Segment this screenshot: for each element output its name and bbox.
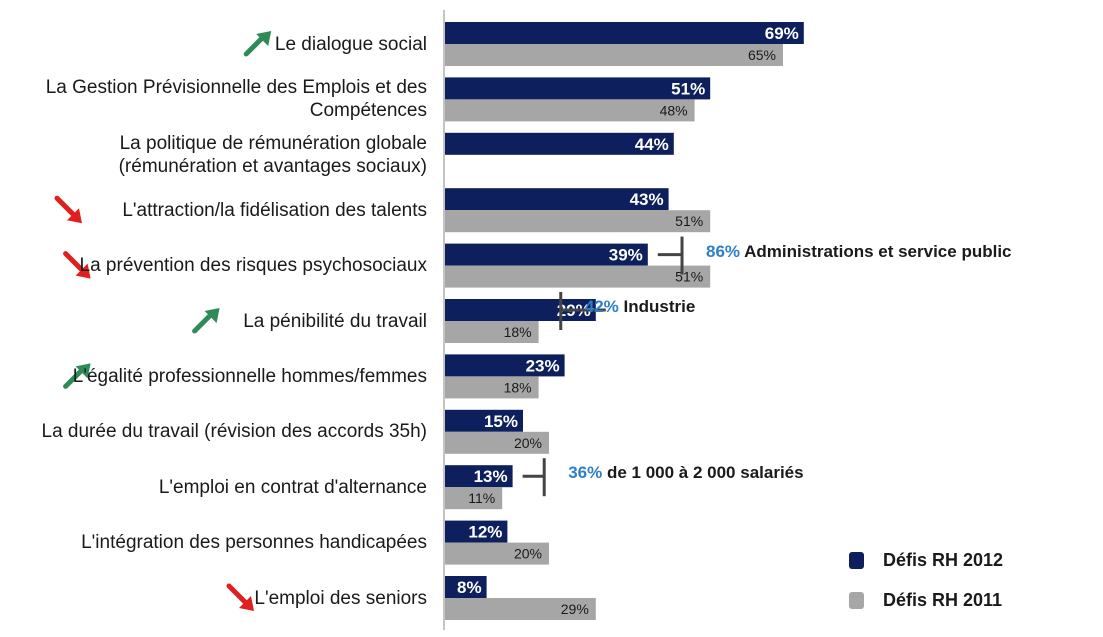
category-label: La Gestion Prévisionnelle des Emplois et… xyxy=(46,76,427,122)
category-label-line: (rémunération et avantages sociaux) xyxy=(118,155,427,177)
legend-label: Défis RH 2012 xyxy=(883,550,1004,570)
legend-swatch xyxy=(849,592,864,609)
trend-down-arrow-icon xyxy=(63,251,91,279)
data-label-2011: 20% xyxy=(514,435,542,451)
bar-2011 xyxy=(445,44,783,66)
data-label-2012: 39% xyxy=(609,246,643,265)
trend-up-arrow-icon xyxy=(192,308,220,334)
category-label-line: L'attraction/la fidélisation des talents xyxy=(122,199,427,221)
annotation-text: de 1 000 à 2 000 salariés xyxy=(606,463,804,483)
bar-2012 xyxy=(445,409,523,432)
bar-2012 xyxy=(445,465,513,488)
bar-2011 xyxy=(445,210,711,233)
data-label-2011: 18% xyxy=(504,379,532,395)
legend-item: Défis RH 2011 xyxy=(849,590,1003,611)
bar-2012 xyxy=(445,22,804,44)
bar-2011 xyxy=(445,376,539,399)
category-label-line: L'emploi en contrat d'alternance xyxy=(158,476,427,498)
category-label: La durée du travail (révision des accord… xyxy=(42,420,427,443)
category-label-line: La durée du travail (révision des accord… xyxy=(41,421,427,443)
category-label: L'emploi en contrat d'alternance xyxy=(159,476,427,499)
category-label: L'intégration des personnes handicapées xyxy=(81,531,427,554)
category-label: La politique de rémunération globale (rém… xyxy=(119,132,427,178)
data-label-2011: 51% xyxy=(675,213,703,229)
bar-2011 xyxy=(445,487,503,510)
trend-up-arrow-icon xyxy=(243,31,272,57)
category-label: La pénibilité du travail xyxy=(243,310,427,333)
bar-2011 xyxy=(445,99,695,122)
category-label: Le dialogue social xyxy=(275,33,427,56)
legend-label: Défis RH 2011 xyxy=(883,590,1003,610)
bar-2011 xyxy=(445,265,711,288)
category-label-line: L'emploi des seniors xyxy=(254,587,427,609)
annotation-text: Industrie xyxy=(623,297,696,316)
bar-2012 xyxy=(445,77,711,100)
data-label-2011: 18% xyxy=(504,324,532,340)
data-label-2012: 8% xyxy=(457,578,482,597)
annotation-percent: 86% xyxy=(706,241,741,261)
category-label: L'attraction/la fidélisation des talents xyxy=(122,199,427,222)
bar-2012 xyxy=(445,188,669,211)
data-label-2011: 65% xyxy=(748,47,776,63)
data-label-2012: 23% xyxy=(526,356,560,375)
annotation-percent: 42% xyxy=(584,297,619,316)
trend-down-arrow-icon xyxy=(54,195,82,224)
data-label-2011: 51% xyxy=(675,269,703,285)
annotation-text: Administrations et service public xyxy=(744,241,1012,261)
annotation-percent: 36% xyxy=(568,463,603,483)
category-label-line: L'intégration des personnes handicapées xyxy=(81,532,427,554)
bar-2012 xyxy=(445,243,648,266)
category-label-line: La prévention des risques psychosociaux xyxy=(79,255,427,277)
data-label-2012: 44% xyxy=(635,135,669,154)
bar-2012 xyxy=(445,354,565,377)
data-label-2011: 29% xyxy=(561,601,589,617)
data-label-2011: 11% xyxy=(468,490,495,506)
data-label-2011: 48% xyxy=(660,102,688,118)
annotation: 42% Industrie xyxy=(585,297,696,317)
bar-2011 xyxy=(445,431,549,454)
trend-down-arrow-icon xyxy=(226,583,254,611)
annotation: 86% Administrations et service public xyxy=(706,242,1011,262)
bar-2012 xyxy=(445,132,674,155)
trend-up-arrow-icon xyxy=(63,363,91,389)
data-label-2012: 12% xyxy=(468,523,502,542)
data-label-2012: 69% xyxy=(765,24,799,43)
category-label-line: La pénibilité du travail xyxy=(243,310,427,332)
category-label: L'égalité professionnelle hommes/femmes xyxy=(73,365,427,388)
data-label-2012: 15% xyxy=(484,412,518,431)
bar-2011 xyxy=(445,598,596,620)
category-label-line: La Gestion Prévisionnelle des Emplois et… xyxy=(45,77,427,99)
data-label-2011: 20% xyxy=(514,546,542,562)
annotation: 36% de 1 000 à 2 000 salariés xyxy=(568,463,803,483)
legend-item: Défis RH 2012 xyxy=(849,550,1004,571)
category-label-line: Compétences xyxy=(309,100,427,122)
data-label-2012: 43% xyxy=(630,190,664,209)
data-label-2012: 13% xyxy=(474,467,508,486)
bar-2012 xyxy=(445,299,596,321)
category-label: La prévention des risques psychosociaux xyxy=(80,254,427,277)
bar-2012 xyxy=(445,520,508,543)
bar-2011 xyxy=(445,321,539,343)
data-label-2012: 51% xyxy=(671,79,705,98)
legend-swatch xyxy=(849,552,864,569)
category-label-line: Le dialogue social xyxy=(274,33,427,55)
category-label: L'emploi des seniors xyxy=(254,587,427,610)
category-label-line: L'égalité professionnelle hommes/femmes xyxy=(72,365,427,387)
bar-2011 xyxy=(445,542,549,565)
category-label-line: La politique de rémunération globale xyxy=(119,132,427,154)
bar-2012 xyxy=(445,576,487,598)
